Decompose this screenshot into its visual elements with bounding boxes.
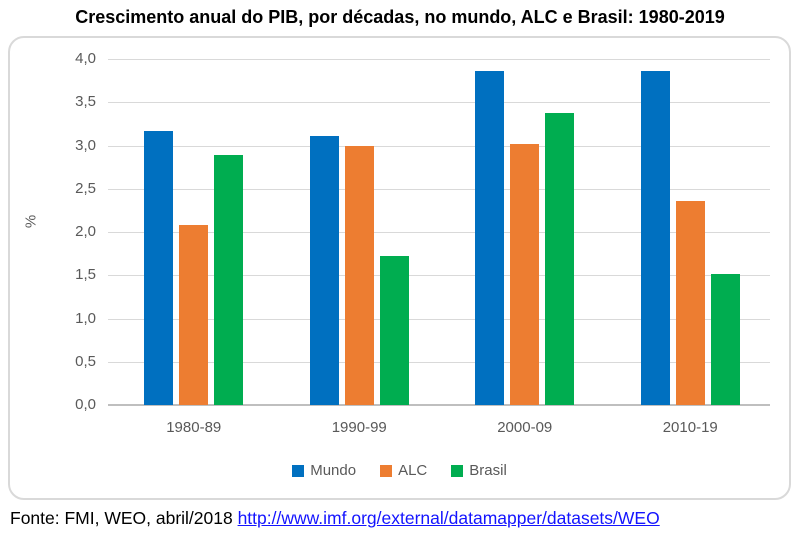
- x-tick-label: 1990-99: [331, 419, 387, 436]
- bar-alc-1980-89: [179, 225, 209, 405]
- y-tick-label: 2,5: [75, 179, 96, 197]
- bar-alc-1990-99: [344, 145, 374, 405]
- y-tick-label: 1,5: [75, 266, 96, 284]
- x-tick-label: 2010-19: [662, 419, 718, 436]
- source-note: Fonte: FMI, WEO, abril/2018 http://www.i…: [10, 508, 800, 529]
- bar-brasil-2000-09: [545, 112, 575, 405]
- y-tick-label: 4,0: [75, 50, 96, 67]
- bar-mundo-1990-99: [309, 135, 339, 405]
- bar-mundo-1980-89: [144, 130, 174, 405]
- chart-title: Crescimento anual do PIB, por décadas, n…: [75, 7, 725, 27]
- bar-brasil-1980-89: [214, 155, 244, 405]
- gridline: [108, 232, 770, 233]
- y-axis-labels: 0,0 0,5 1,0 1,5 2,0 2,5 3,0 3,5 4,0: [38, 50, 96, 413]
- legend-label: ALC: [398, 462, 428, 479]
- bar-brasil-2010-19: [710, 273, 740, 405]
- legend-label: Mundo: [310, 462, 357, 479]
- y-axis-title: %: [22, 214, 40, 229]
- y-tick-label: 3,5: [75, 93, 96, 111]
- gridline: [108, 102, 770, 104]
- gridline: [108, 59, 770, 60]
- legend-swatch-icon: [292, 464, 305, 477]
- chart-frame: 0,0 0,5 1,0 1,5 2,0 2,5 3,0 3,5 4,0 % 1980-89 199…: [8, 36, 791, 500]
- gridline: [108, 318, 770, 320]
- gridline: [108, 145, 770, 147]
- legend-label: Brasil: [469, 462, 507, 479]
- y-tick-label: 2,0: [75, 223, 96, 240]
- source-text: Fonte: FMI, WEO, abril/2018: [10, 508, 238, 528]
- legend-item-alc: ALC: [380, 462, 427, 479]
- bar-alc-2010-19: [675, 200, 705, 405]
- gridline: [108, 188, 770, 190]
- legend-item-mundo: Mundo: [292, 462, 356, 479]
- x-tick-label: 2000-09: [497, 419, 553, 436]
- gridline: [108, 275, 770, 277]
- x-tick-label: 1980-89: [166, 419, 222, 436]
- bar-brasil-1990-99: [379, 256, 409, 405]
- bar-mundo-2010-19: [640, 71, 670, 405]
- y-tick-label: 0,5: [75, 352, 96, 370]
- y-tick-label: 3,0: [75, 136, 96, 154]
- gridline: [108, 361, 770, 363]
- source-link[interactable]: http://www.imf.org/external/datamapper/d…: [237, 508, 660, 528]
- legend-item-brasil: Brasil: [451, 462, 507, 479]
- bar-alc-2000-09: [510, 143, 540, 405]
- legend: Mundo ALC Brasil: [10, 462, 789, 479]
- y-tick-label: 1,0: [75, 309, 96, 327]
- x-axis-line: [108, 404, 770, 406]
- legend-swatch-icon: [451, 464, 464, 477]
- legend-swatch-icon: [380, 464, 393, 477]
- plot-area: [108, 59, 770, 406]
- bar-mundo-2000-09: [475, 71, 505, 405]
- x-axis-labels: 1980-89 1990-99 2000-09 2010-19: [108, 419, 770, 439]
- y-tick-label: 0,0: [75, 396, 96, 413]
